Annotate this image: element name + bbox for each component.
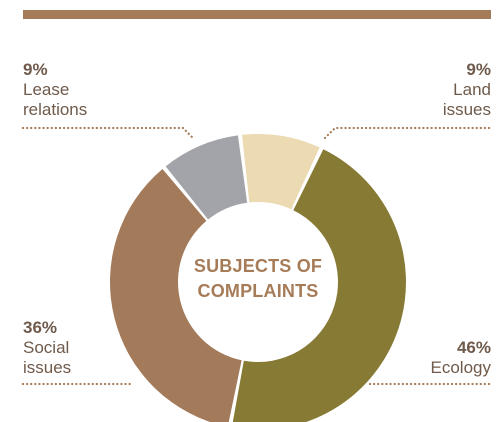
label-ecology: 46% Ecology xyxy=(380,338,491,378)
donut-slice-ecology xyxy=(232,149,406,422)
center-title-line2: COMPLAINTS xyxy=(197,281,319,301)
social-issues-name-line1: Social xyxy=(23,338,70,357)
ecology-percent: 46% xyxy=(456,338,491,357)
donut-slice-social-issues xyxy=(110,168,242,422)
land-issues-name-line1: Land xyxy=(453,80,491,99)
donut-slices xyxy=(110,134,406,422)
leader-line-land-issues xyxy=(323,126,493,140)
donut-slice-lease-relations xyxy=(165,135,248,220)
social-issues-name-line2: issues xyxy=(23,358,72,377)
top-accent-bar xyxy=(23,10,491,19)
lease-relations-percent: 9% xyxy=(23,60,48,79)
leader-lines xyxy=(21,126,493,386)
chart-center-title: SUBJECTS OF COMPLAINTS xyxy=(178,254,338,304)
land-issues-percent: 9% xyxy=(466,60,491,79)
ecology-name-line1: Ecology xyxy=(430,358,491,377)
leader-line-lease-relations xyxy=(21,126,195,140)
lease-relations-name-line2: relations xyxy=(23,100,88,119)
label-lease-relations: 9% Lease relations xyxy=(23,60,87,120)
label-social-issues: 36% Social issues xyxy=(23,318,71,378)
social-issues-percent: 36% xyxy=(23,318,58,337)
label-land-issues: 9% Land issues xyxy=(380,60,491,120)
land-issues-name-line2: issues xyxy=(442,100,491,119)
center-title-line1: SUBJECTS OF xyxy=(193,256,323,276)
lease-relations-name-line1: Lease xyxy=(23,80,70,99)
donut-slice-land-issues xyxy=(242,134,320,210)
